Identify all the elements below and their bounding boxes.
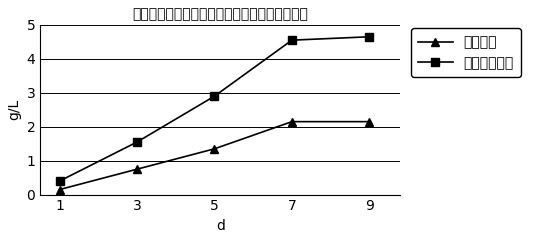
生物质干重量: [133, 141, 140, 144]
油脂产量: [56, 188, 63, 191]
Y-axis label: g/L: g/L: [7, 99, 21, 120]
Title: 不同培养时间对油脂产量和生物质干重量的影响: 不同培养时间对油脂产量和生物质干重量的影响: [132, 7, 308, 21]
油脂产量: [133, 168, 140, 171]
Line: 生物质干重量: 生物质干重量: [56, 33, 374, 185]
油脂产量: [211, 147, 218, 150]
油脂产量: [366, 120, 373, 123]
Line: 油脂产量: 油脂产量: [56, 117, 374, 194]
生物质干重量: [289, 39, 295, 42]
生物质干重量: [211, 95, 218, 98]
Legend: 油脂产量, 生物质干重量: 油脂产量, 生物质干重量: [411, 28, 521, 77]
X-axis label: d: d: [216, 219, 225, 233]
生物质干重量: [366, 35, 373, 38]
油脂产量: [289, 120, 295, 123]
生物质干重量: [56, 180, 63, 182]
